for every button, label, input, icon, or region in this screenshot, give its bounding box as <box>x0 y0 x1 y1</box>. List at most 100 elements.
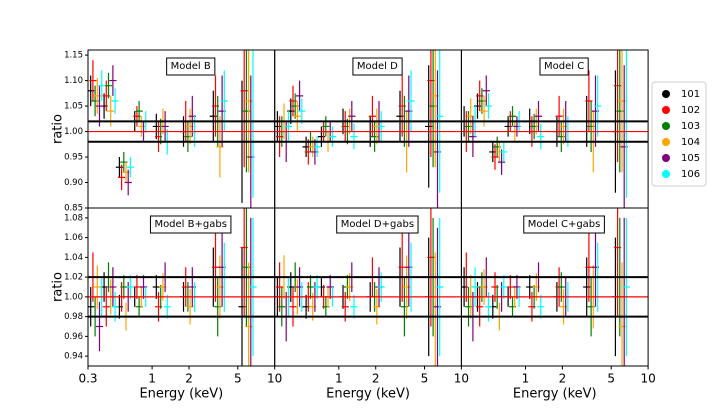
panel-label-box <box>523 215 605 234</box>
legend-label: 106 <box>681 169 700 180</box>
error-point <box>126 157 135 178</box>
y-tick-label: 0.85 <box>64 204 83 214</box>
error-point <box>555 95 563 137</box>
error-point <box>161 111 169 142</box>
y-tick-label: 1.06 <box>64 233 83 243</box>
error-point <box>126 275 135 299</box>
panel <box>88 50 275 208</box>
error-point <box>98 70 106 101</box>
error-point <box>135 100 143 122</box>
panel-label-box <box>149 215 232 234</box>
panel <box>88 208 275 366</box>
x-tick-label: 5 <box>607 372 615 386</box>
error-point <box>95 301 104 352</box>
error-point <box>306 275 315 299</box>
error-point <box>476 287 484 327</box>
error-point <box>109 65 117 96</box>
error-point <box>508 106 517 127</box>
x-tick-label: 5 <box>234 372 242 386</box>
x-tick-label: 10 <box>454 372 469 386</box>
error-point <box>249 217 257 357</box>
panel-label: Model B <box>171 61 211 72</box>
legend-marker <box>662 170 670 178</box>
y-tick-label: 1.10 <box>64 76 83 86</box>
y-tick-label: 1.05 <box>64 102 83 112</box>
error-point <box>295 80 304 112</box>
error-point <box>534 100 543 132</box>
error-point <box>133 275 141 299</box>
legend-marker <box>662 154 670 162</box>
x-axis-label: Energy (keV) <box>513 387 597 402</box>
panel-frame <box>460 207 649 367</box>
error-point <box>585 232 593 302</box>
error-point <box>500 141 508 163</box>
error-point <box>298 98 306 124</box>
x-tick-label: 2 <box>559 372 567 386</box>
x-axis-label: Energy (keV) <box>326 387 410 402</box>
y-tick-label: 0.95 <box>64 153 83 163</box>
error-point <box>124 169 132 196</box>
error-point <box>398 232 406 302</box>
error-point <box>506 275 514 299</box>
legend-label: 103 <box>681 121 700 132</box>
x-tick-label: 0.3 <box>78 372 97 386</box>
panel-label-box <box>539 57 589 76</box>
y-axis-label: ratio <box>51 114 66 144</box>
error-point <box>350 294 358 319</box>
panel <box>274 208 462 366</box>
error-point <box>350 123 358 150</box>
error-point <box>95 85 104 127</box>
panel-label-box <box>166 57 216 76</box>
legend-label: 102 <box>681 105 700 116</box>
error-point <box>313 275 321 299</box>
error-point <box>102 287 110 327</box>
error-point <box>436 50 444 193</box>
panel-label: Model D <box>357 61 398 72</box>
panel-label: Model C <box>544 61 584 72</box>
error-point <box>436 217 444 357</box>
x-tick-label: 1 <box>522 372 530 386</box>
error-point <box>322 116 330 137</box>
y-tick-label: 1.15 <box>64 51 83 61</box>
x-tick-label: 1 <box>148 372 156 386</box>
legend-marker <box>662 90 670 98</box>
error-point <box>484 93 493 119</box>
error-point <box>622 217 631 357</box>
error-point <box>594 75 602 137</box>
y-axis-label: ratio <box>51 272 66 302</box>
error-point <box>93 265 101 309</box>
x-tick-label: 5 <box>421 372 429 386</box>
panel-label-box <box>352 57 403 76</box>
error-point <box>211 232 220 302</box>
error-point <box>471 267 479 307</box>
error-point <box>109 267 117 307</box>
panel <box>461 208 649 366</box>
legend-marker <box>662 138 670 146</box>
x-tick-label: 1 <box>335 372 343 386</box>
error-point <box>152 275 160 299</box>
legend-label: 104 <box>681 137 700 148</box>
y-tick-label: 1.00 <box>64 127 83 137</box>
legend: 101 102 103 104 105 106 <box>651 81 707 187</box>
legend-marker <box>662 106 670 114</box>
error-point <box>482 75 490 107</box>
y-tick-label: 1.02 <box>64 273 83 283</box>
error-point <box>348 100 356 132</box>
panel <box>274 50 462 208</box>
error-point <box>120 275 128 299</box>
error-point <box>118 164 126 191</box>
error-point <box>313 136 321 158</box>
error-point <box>537 294 545 319</box>
error-point <box>526 275 534 299</box>
x-tick-label: 2 <box>185 372 193 386</box>
error-point <box>293 100 301 132</box>
error-point <box>278 287 286 327</box>
y-tick-label: 1.08 <box>64 213 83 223</box>
error-point <box>368 95 377 137</box>
error-point <box>500 275 508 299</box>
error-point <box>537 123 545 150</box>
y-tick-label: 1.04 <box>64 253 83 263</box>
legend-label: 105 <box>681 153 700 164</box>
